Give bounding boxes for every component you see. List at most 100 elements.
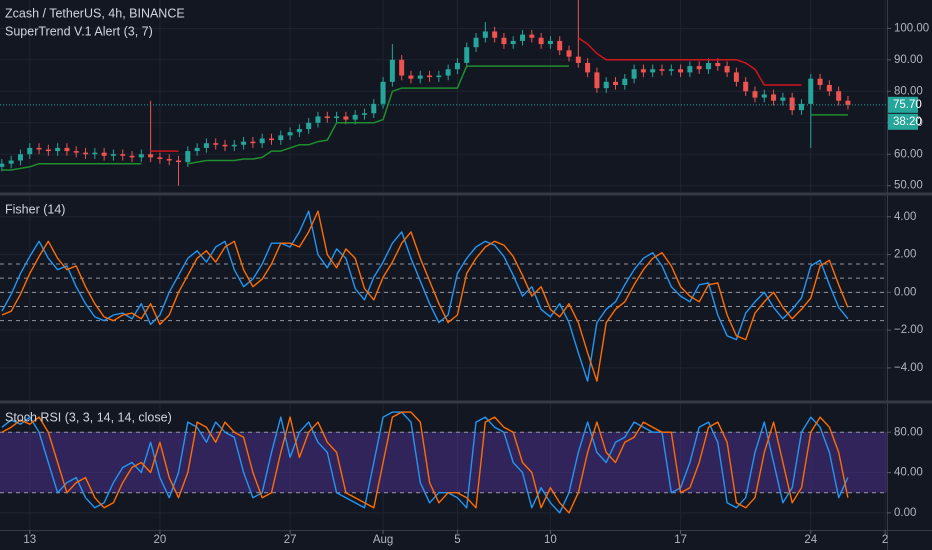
last-price-box xyxy=(888,96,918,113)
y-tick-label: 80.00 xyxy=(894,85,923,97)
candle-body xyxy=(650,69,656,73)
candle-body xyxy=(176,160,182,163)
candle-body xyxy=(659,69,665,71)
candle-body xyxy=(464,47,470,63)
candle-body xyxy=(55,147,61,152)
countdown-box xyxy=(888,113,918,130)
candle-body xyxy=(566,50,572,57)
candle-body xyxy=(687,66,693,73)
candle-body xyxy=(789,97,795,111)
y-tick-label: 100.00 xyxy=(894,22,929,34)
line xyxy=(150,37,802,152)
candle-body xyxy=(166,158,172,161)
candle-body xyxy=(399,59,405,76)
y-tick-label: 80.00 xyxy=(894,426,923,438)
x-tick-label: 10 xyxy=(544,534,557,546)
candle-body xyxy=(622,78,628,85)
candle-body xyxy=(808,78,814,104)
candle-body xyxy=(250,141,256,144)
candle-body xyxy=(27,147,33,155)
line xyxy=(1,210,849,382)
x-tick-label: 13 xyxy=(23,534,36,546)
candle-body xyxy=(306,122,312,130)
last-price-label: 75.70 xyxy=(893,99,922,111)
candle-body xyxy=(417,75,423,79)
candle-body xyxy=(529,34,535,38)
candle-body xyxy=(845,100,851,105)
pane-title: Fisher (14) xyxy=(5,202,65,216)
candle-body xyxy=(836,91,842,101)
candle-body xyxy=(743,81,749,92)
candle-body xyxy=(771,94,777,101)
y-tick-label: 0.00 xyxy=(894,286,916,298)
countdown-label: 38:20 xyxy=(893,116,922,128)
candle-body xyxy=(501,37,507,45)
candle-body xyxy=(157,157,163,159)
candle-body xyxy=(268,138,274,141)
candle-body xyxy=(603,81,609,89)
candle-body xyxy=(185,151,191,163)
candle-body xyxy=(631,69,637,79)
candle-body xyxy=(64,147,70,152)
candle-body xyxy=(45,149,51,152)
candle-body xyxy=(724,66,730,73)
candle-body xyxy=(278,135,284,141)
y-tick-label: −4.00 xyxy=(894,362,923,374)
candle-body xyxy=(594,72,600,89)
x-tick-label: 27 xyxy=(284,534,297,546)
candle-body xyxy=(222,144,228,147)
x-tick-label: 24 xyxy=(804,534,817,546)
candle-body xyxy=(324,116,330,119)
candle-body xyxy=(436,75,442,78)
candle-body xyxy=(547,40,553,45)
x-tick-label: Aug xyxy=(373,534,393,546)
y-tick-label: 40.00 xyxy=(894,467,923,479)
candle-body xyxy=(492,31,498,38)
y-tick-label: 4.00 xyxy=(894,211,916,223)
candle-body xyxy=(510,40,516,45)
candle-body xyxy=(129,155,135,158)
x-tick-label: 2 xyxy=(882,534,888,546)
candle-body xyxy=(427,75,433,78)
candle-body xyxy=(361,113,367,115)
candle-body xyxy=(705,62,711,70)
y-tick-label: 50.00 xyxy=(894,180,923,192)
candle-body xyxy=(231,144,237,147)
x-tick-label: 5 xyxy=(454,534,460,546)
candle-body xyxy=(287,132,293,136)
candle-body xyxy=(473,37,479,48)
candle-body xyxy=(798,103,804,111)
candle-body xyxy=(101,152,107,156)
band xyxy=(0,432,887,493)
candle-body xyxy=(92,152,98,155)
candle-body xyxy=(36,147,42,150)
candle-body xyxy=(259,138,265,144)
candle-body xyxy=(0,163,5,167)
candle-body xyxy=(557,40,563,51)
candle-body xyxy=(613,81,619,85)
candle-body xyxy=(817,78,823,85)
candle-body xyxy=(668,69,674,71)
pane-title: Zcash / TetherUS, 4h, BINANCE xyxy=(5,6,185,20)
x-tick-label: 20 xyxy=(154,534,167,546)
line xyxy=(1,65,848,171)
candle-body xyxy=(17,154,23,161)
candle-body xyxy=(110,154,116,156)
y-tick-label: 0.00 xyxy=(894,507,916,519)
candle-body xyxy=(194,147,200,152)
candle-body xyxy=(780,97,786,101)
candle-body xyxy=(73,151,79,153)
candle-body xyxy=(761,94,767,98)
candle-body xyxy=(334,116,340,119)
candle-body xyxy=(315,116,321,123)
candle-body xyxy=(8,160,14,164)
candle-body xyxy=(678,69,684,73)
candle-body xyxy=(241,141,247,145)
candle-body xyxy=(408,75,414,79)
candle-body xyxy=(733,72,739,82)
candle-body xyxy=(696,66,702,70)
candle-body xyxy=(203,143,209,148)
line xyxy=(1,411,849,514)
y-tick-label: 2.00 xyxy=(894,249,916,261)
